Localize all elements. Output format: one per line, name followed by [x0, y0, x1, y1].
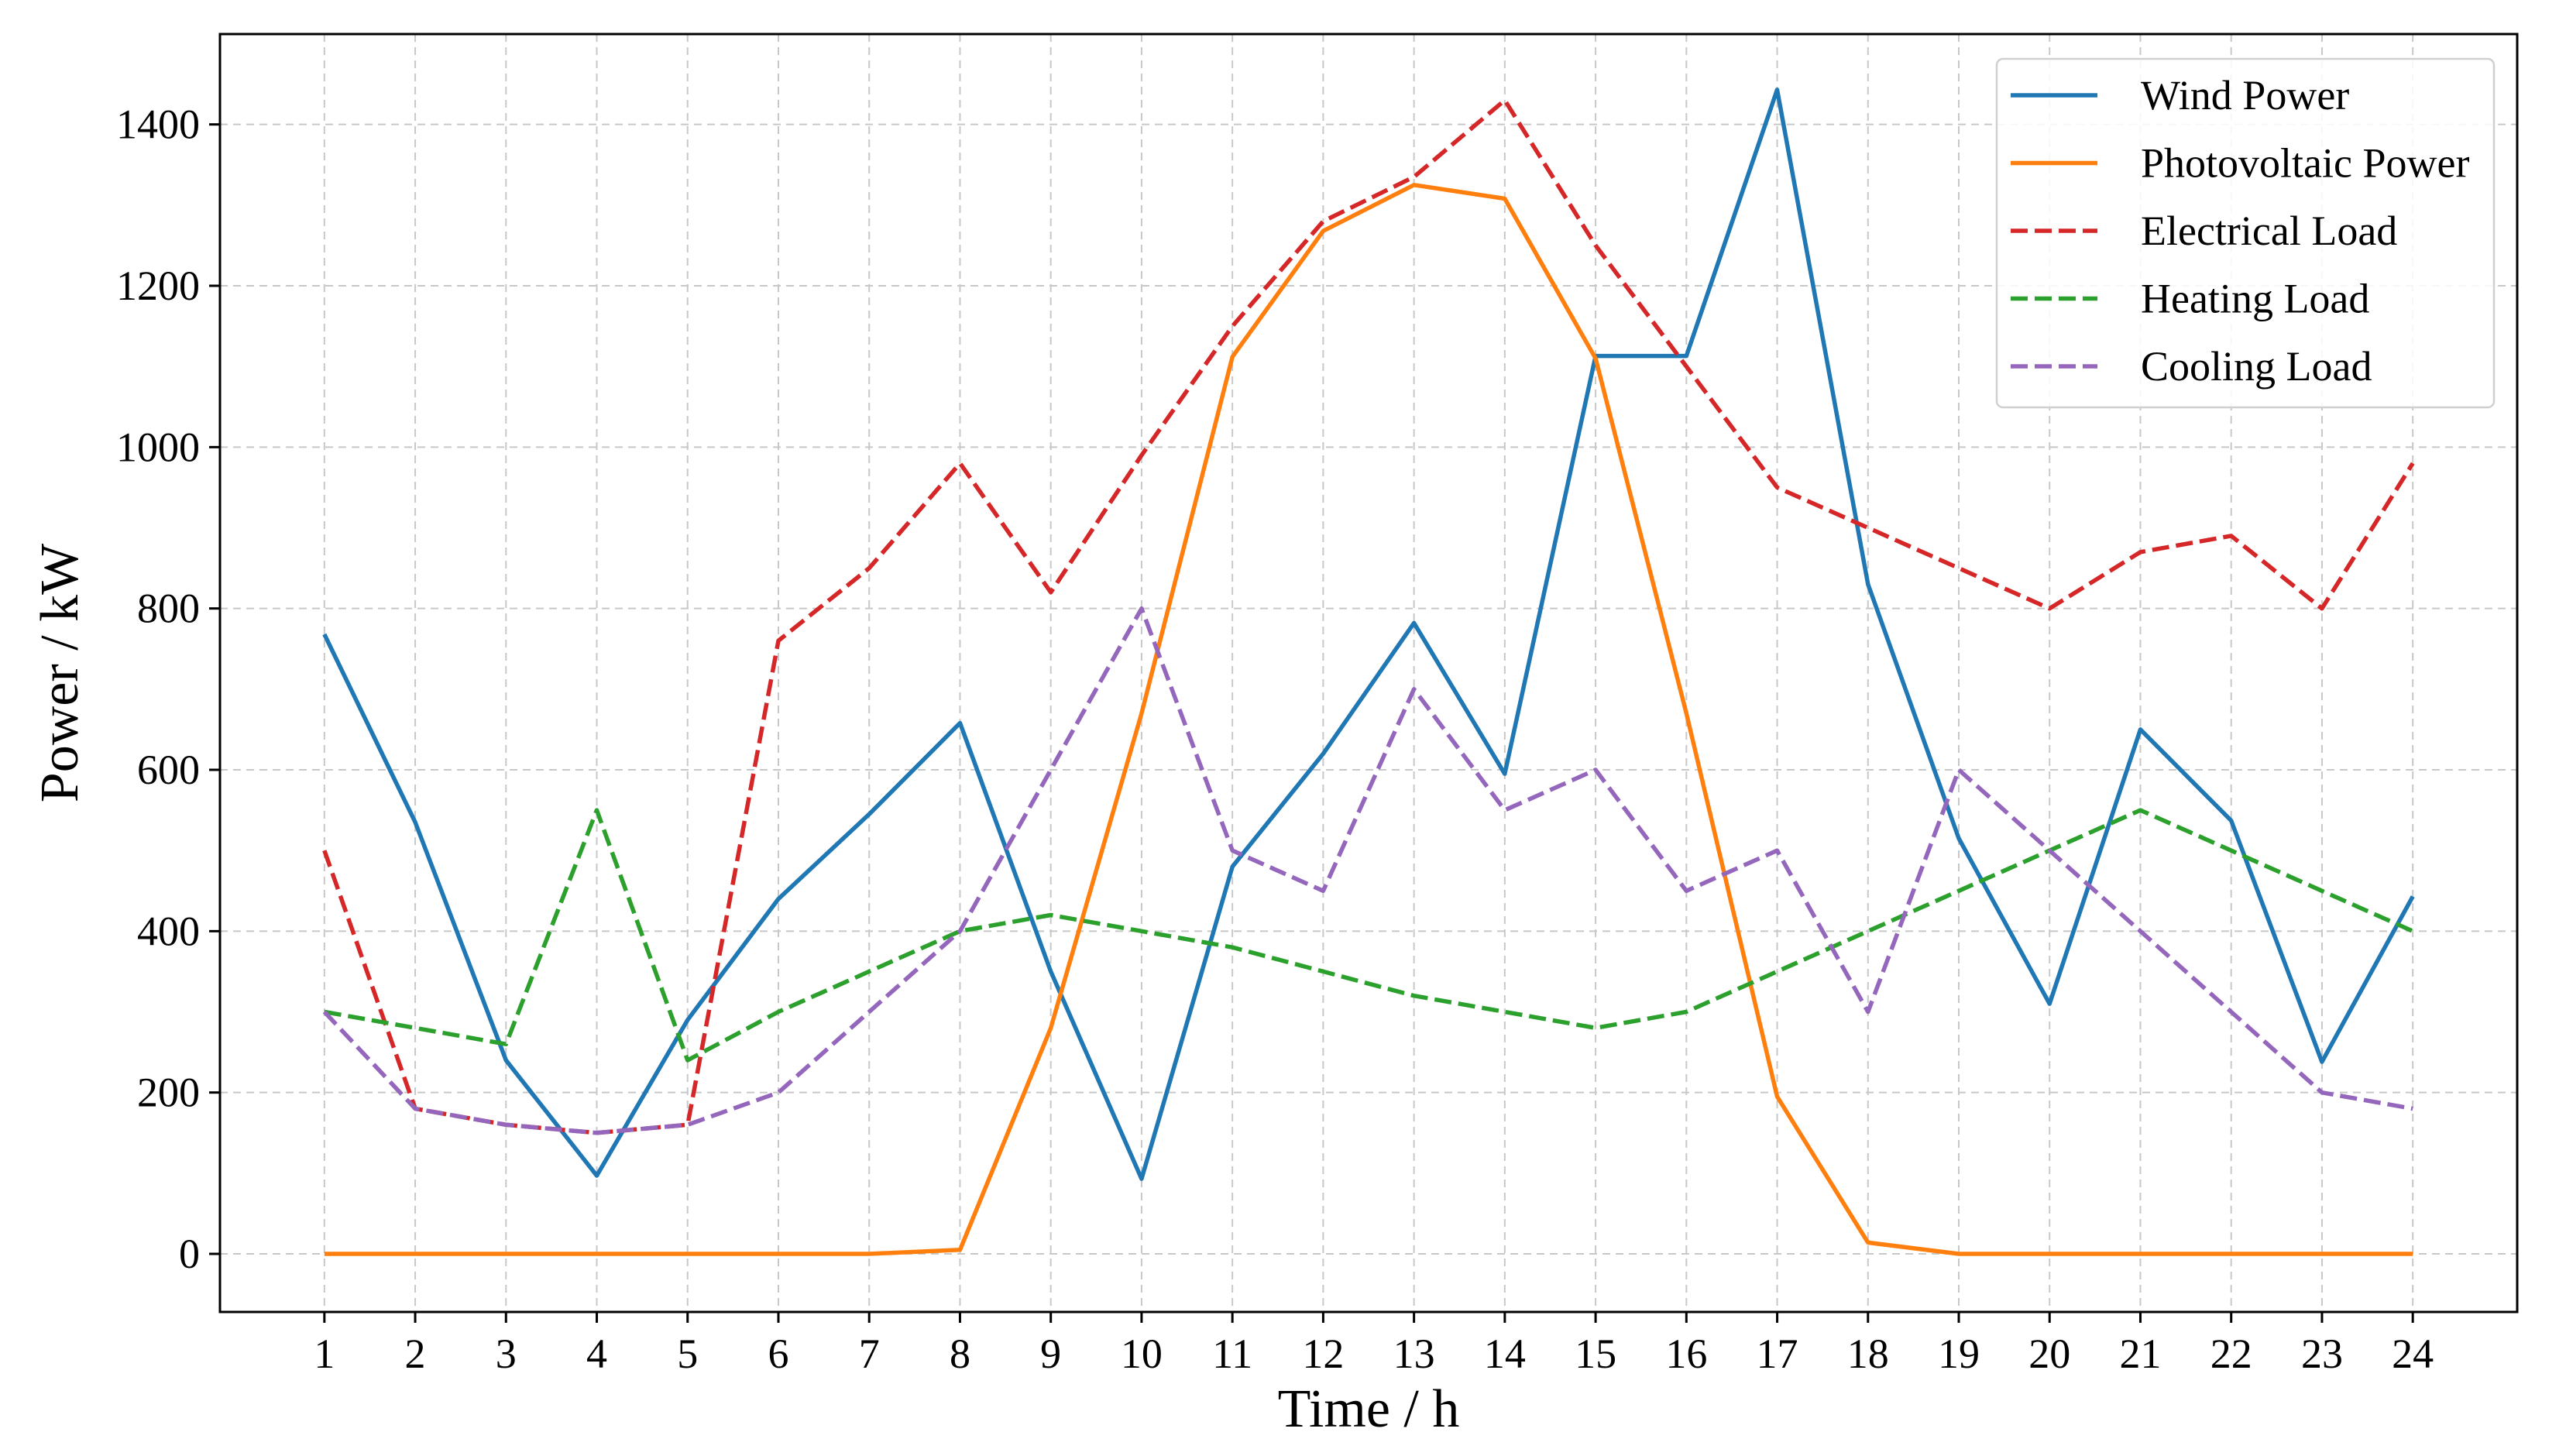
series-line-cooling-load [322, 606, 2413, 1135]
series-line-heating-load [324, 808, 2414, 1063]
x-tick-label: 12 [1302, 1331, 1344, 1377]
x-tick-label: 17 [1757, 1331, 1798, 1377]
x-axis-title: Time / h [1278, 1379, 1460, 1439]
x-tick-label: 16 [1665, 1331, 1707, 1377]
y-tick-label: 800 [137, 585, 200, 632]
x-tick-label: 18 [1847, 1331, 1889, 1377]
x-tick-label: 13 [1393, 1331, 1435, 1377]
y-tick-label: 1200 [116, 263, 200, 309]
x-tick-label: 10 [1121, 1331, 1163, 1377]
x-tick-label: 2 [405, 1331, 426, 1377]
x-tick-label: 8 [950, 1331, 970, 1377]
x-tick-label: 15 [1575, 1331, 1616, 1377]
legend-label: Cooling Load [2141, 343, 2372, 390]
x-tick-label: 24 [2392, 1331, 2434, 1377]
legend-label: Heating Load [2141, 276, 2369, 322]
y-axis-title: Power / kW [30, 544, 90, 802]
x-tick-label: 9 [1040, 1331, 1061, 1377]
x-tick-label: 23 [2301, 1331, 2343, 1377]
series-line-photovoltaic-power [324, 183, 2413, 1256]
x-tick-label: 14 [1484, 1331, 1526, 1377]
x-tick-label: 1 [314, 1331, 335, 1377]
series-lines [322, 88, 2415, 1256]
legend-box [1995, 57, 2496, 409]
x-tick-label: 6 [768, 1331, 788, 1377]
legend-label: Photovoltaic Power [2141, 140, 2469, 187]
x-tick-label: 5 [677, 1331, 698, 1377]
y-tick-label: 400 [137, 908, 200, 954]
x-tick-label: 11 [1212, 1331, 1252, 1377]
y-tick-label: 600 [137, 747, 200, 793]
x-tick-label: 19 [1938, 1331, 1980, 1377]
y-axis-ticks: 0 200 400 600 800 1000 1200 1400 [116, 101, 220, 1277]
y-tick-label: 200 [137, 1070, 200, 1116]
series-line-wind-power [322, 88, 2415, 1181]
x-tick-label: 7 [859, 1331, 880, 1377]
legend-label: Electrical Load [2141, 208, 2397, 254]
x-axis-ticks: 1 2 3 4 5 6 7 8 9 10 11 12 13 14 15 16 17 18 19 20 21 22 23 24 [314, 1312, 2434, 1377]
y-tick-label: 0 [179, 1231, 200, 1277]
y-tick-label: 1000 [116, 424, 200, 470]
plot-frame [218, 33, 2519, 1313]
y-tick-label: 1400 [116, 101, 200, 148]
x-tick-label: 21 [2119, 1331, 2161, 1377]
x-tick-label: 4 [586, 1331, 607, 1377]
x-tick-label: 3 [496, 1331, 517, 1377]
x-tick-label: 22 [2210, 1331, 2252, 1377]
legend-label: Wind Power [2141, 72, 2349, 118]
x-tick-label: 20 [2028, 1331, 2070, 1377]
legend: Wind Power Photovoltaic Power Electrical L… [1995, 57, 2496, 409]
